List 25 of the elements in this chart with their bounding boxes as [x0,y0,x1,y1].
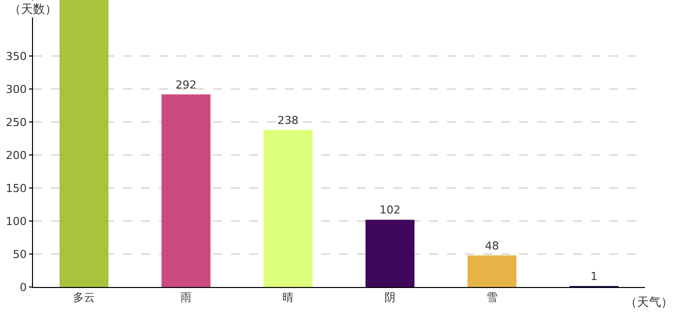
data-label: 238 [278,114,298,127]
y-tick-label: 250 [6,116,27,129]
y-tick-label: 100 [6,214,27,228]
bar [162,94,210,287]
bar [264,130,312,287]
bar [60,0,108,287]
y-tick-label: 50 [12,248,27,261]
x-axis-title: （天气） [625,295,673,309]
x-tick-label: 晴 [282,291,294,304]
y-tick-label: 200 [6,148,27,162]
y-tick-label: 300 [6,82,27,96]
data-label: 48 [485,239,499,252]
y-tick-label: 350 [6,50,27,63]
x-tick-label: 多云 [73,291,95,304]
y-tick-label: 0 [20,280,27,294]
y-axis-title: （天数） [9,2,57,16]
data-label: 292 [176,78,196,92]
x-tick-label: 阴 [384,291,396,304]
data-label: 1 [590,270,598,283]
bar [468,255,516,287]
x-tick-label: 雨 [180,291,192,304]
data-label: 102 [380,204,400,217]
y-tick-label: 150 [6,182,27,195]
x-tick-label: 雪 [486,291,498,304]
bar [366,220,414,287]
